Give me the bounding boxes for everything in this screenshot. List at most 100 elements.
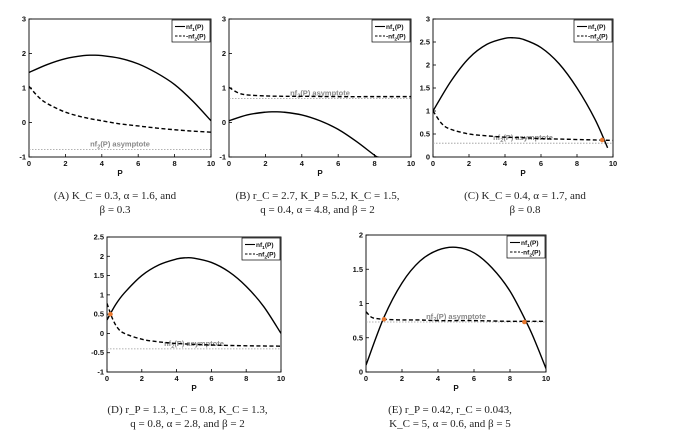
x-tick-label: 0 <box>27 159 31 168</box>
intersection-point <box>599 137 605 143</box>
y-tick-label: 0.5 <box>94 310 104 319</box>
y-tick-label: 0 <box>22 118 26 127</box>
x-tick-label: 6 <box>336 159 340 168</box>
x-tick-label: 10 <box>609 159 617 168</box>
x-tick-label: 8 <box>508 374 512 383</box>
caption-a: (A) K_C = 0.3, α = 1.6, and β = 0.3 <box>53 190 177 216</box>
y-tick-label: 1.5 <box>353 265 363 274</box>
x-tick-label: 4 <box>100 159 105 168</box>
y-tick-label: 0 <box>222 118 226 127</box>
plot-series-group <box>366 246 546 369</box>
x-tick-label: 8 <box>244 374 248 383</box>
x-axis-label: P <box>191 384 197 393</box>
x-tick-label: 6 <box>472 374 476 383</box>
asymptote-label: nf2(P) asymptote <box>90 139 150 150</box>
plot-series-group <box>433 36 613 149</box>
x-tick-label: 6 <box>539 159 543 168</box>
y-tick-label: -1 <box>219 153 226 162</box>
legend-label: -nf2(P) <box>386 34 406 43</box>
y-tick-label: 1 <box>22 84 26 93</box>
y-tick-label: 2 <box>426 61 430 70</box>
x-tick-label: 0 <box>105 374 109 383</box>
intersection-point <box>381 316 387 322</box>
x-tick-label: 2 <box>467 159 471 168</box>
x-tick-label: 4 <box>503 159 508 168</box>
y-tick-label: 2.5 <box>420 38 430 47</box>
y-tick-label: 1.5 <box>420 84 430 93</box>
series-line-nf1 <box>229 111 379 157</box>
y-tick-label: -1 <box>19 153 26 162</box>
y-tick-label: 1 <box>100 290 104 299</box>
x-tick-label: 2 <box>263 159 267 168</box>
y-tick-label: 0 <box>426 153 430 162</box>
x-tick-label: 10 <box>277 374 285 383</box>
x-tick-label: 4 <box>436 374 441 383</box>
y-tick-label: 0 <box>100 329 104 338</box>
x-axis-label: P <box>317 169 323 178</box>
legend-label: nf1(P) <box>386 24 404 33</box>
y-tick-label: 0 <box>359 368 363 377</box>
x-tick-label: 2 <box>140 374 144 383</box>
series-line-nf1 <box>433 36 609 149</box>
x-tick-label: 8 <box>173 159 177 168</box>
intersection-point <box>522 319 527 325</box>
x-tick-label: 0 <box>227 159 231 168</box>
caption-c: (C) K_C = 0.4, α = 1.7, and β = 0.8 <box>464 190 586 216</box>
x-tick-label: 2 <box>400 374 404 383</box>
y-tick-label: 1.5 <box>94 271 104 280</box>
series-line-nf2 <box>229 86 411 98</box>
y-tick-label: -1 <box>97 368 104 377</box>
y-tick-label: 2 <box>359 231 363 240</box>
x-axis-label: P <box>453 384 459 393</box>
series-line-nf2 <box>29 85 211 133</box>
series-line-nf2 <box>107 303 281 347</box>
asymptote-label: nf2(P) asymptote <box>290 88 350 99</box>
legend-label: -nf2(P) <box>186 34 206 43</box>
x-tick-label: 6 <box>209 374 213 383</box>
y-tick-label: 3 <box>22 15 26 24</box>
x-tick-label: 4 <box>300 159 305 168</box>
plot-series-group <box>107 256 281 347</box>
x-tick-label: 2 <box>63 159 67 168</box>
x-tick-label: 8 <box>373 159 377 168</box>
series-line-nf1 <box>366 246 546 369</box>
y-tick-label: 1 <box>426 107 430 116</box>
y-tick-label: 3 <box>222 15 226 24</box>
caption-d: (D) r_P = 1.3, r_C = 0.8, K_C = 1.3, q =… <box>107 404 268 430</box>
intersection-point <box>108 311 113 317</box>
x-axis-label: P <box>117 169 123 178</box>
plot-series-group <box>229 86 411 157</box>
x-axis-label: P <box>520 169 526 178</box>
legend-label: nf1(P) <box>186 24 204 33</box>
series-line-nf1 <box>107 256 281 334</box>
y-tick-label: 2.5 <box>94 233 104 242</box>
legend-label: nf1(P) <box>256 242 274 251</box>
y-tick-label: -0.5 <box>91 348 104 357</box>
plot-series-group <box>29 54 211 133</box>
y-tick-label: 2 <box>100 252 104 261</box>
y-tick-label: 2 <box>22 49 26 58</box>
y-tick-label: 0.5 <box>353 333 363 342</box>
y-tick-label: 2 <box>222 49 226 58</box>
y-tick-label: 1 <box>222 84 226 93</box>
legend-label: nf1(P) <box>521 240 539 249</box>
x-tick-label: 4 <box>175 374 180 383</box>
legend-label: nf1(P) <box>588 24 606 33</box>
x-tick-label: 10 <box>407 159 415 168</box>
series-line-nf2 <box>366 311 546 323</box>
y-tick-label: 1 <box>359 299 363 308</box>
x-tick-label: 6 <box>136 159 140 168</box>
x-tick-label: 0 <box>364 374 368 383</box>
series-line-nf1 <box>29 54 211 122</box>
caption-b: (B) r_C = 2.7, K_P = 5.2, K_C = 1.5, q =… <box>235 190 400 216</box>
legend-label: -nf2(P) <box>588 34 608 43</box>
caption-e: (E) r_P = 0.42, r_C = 0.043, K_C = 5, α … <box>388 404 512 430</box>
legend-label: -nf2(P) <box>521 250 541 259</box>
x-tick-label: 10 <box>207 159 215 168</box>
